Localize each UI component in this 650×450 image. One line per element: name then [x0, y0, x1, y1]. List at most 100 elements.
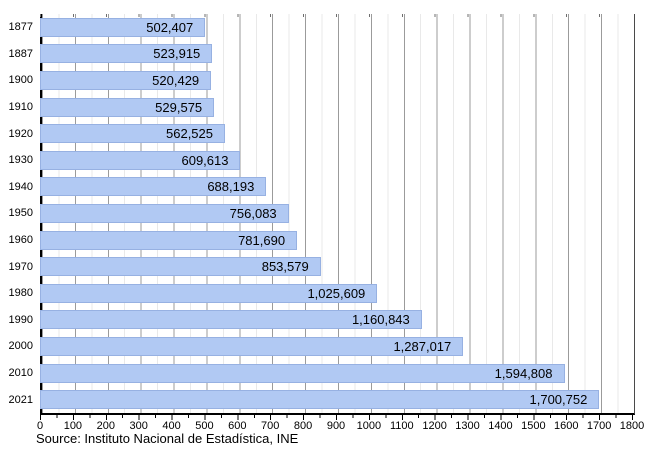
population-bar: 502,407: [40, 17, 206, 37]
bar-track: 502,407: [40, 17, 632, 37]
top-axis-ticks: [40, 14, 632, 17]
year-label: 1970: [8, 260, 33, 273]
bar-track: 529,575: [40, 97, 632, 117]
x-axis-ticks: [40, 415, 633, 420]
x-tick-label: 1700: [586, 420, 612, 432]
bar-row: 2010 1,594,808: [0, 360, 632, 387]
bar-row: 1970 853,579: [0, 253, 632, 280]
x-tick-label: 800: [293, 420, 313, 432]
x-tick-label: 1100: [389, 420, 414, 432]
value-label: 523,915: [153, 46, 201, 62]
x-tick-label: 500: [195, 420, 214, 432]
bar-row: 1900 520,429: [0, 67, 632, 94]
x-tick-label: 1400: [488, 420, 513, 432]
bar-row: 1930 609,613: [0, 147, 632, 174]
year-label: 1930: [8, 154, 33, 167]
bar-track: 523,915: [40, 44, 632, 64]
value-label: 502,407: [146, 19, 194, 35]
value-label: 688,193: [207, 179, 255, 195]
source-note: Source: Instituto Nacional de Estadístic…: [36, 431, 299, 446]
bar-track: 609,613: [40, 150, 632, 170]
population-bar: 1,594,808: [40, 363, 565, 383]
x-tick-label: 100: [63, 420, 83, 432]
bar-row: 1940 688,193: [0, 174, 632, 201]
bar-row: 1920 562,525: [0, 120, 632, 147]
bar-track: 688,193: [40, 177, 632, 197]
value-label: 1,700,752: [529, 392, 588, 408]
bar-row: 1980 1,025,609: [0, 280, 632, 307]
x-axis-tick-labels: 0 100 200 300 400 500 600 700 800 900 1000 1100 1200…: [36, 420, 644, 434]
population-bar: 523,915: [40, 44, 213, 64]
year-label: 1960: [8, 234, 33, 247]
year-label: 1877: [8, 21, 33, 34]
bar-track: 1,594,808: [40, 363, 632, 383]
bar-track: 1,160,843: [40, 310, 632, 330]
year-label: 1900: [8, 74, 33, 87]
bar-track: 781,690: [40, 230, 632, 250]
bar-rows: 1877 502,407 1887 523,915 1900 520,429 1910 529…: [0, 14, 632, 413]
year-label: 1887: [8, 47, 33, 60]
population-bar: 853,579: [40, 257, 321, 277]
x-tick-label: 1300: [455, 420, 480, 432]
population-bar: 609,613: [40, 150, 241, 170]
bar-track: 1,025,609: [40, 283, 632, 303]
bar-row: 1910 529,575: [0, 94, 632, 121]
x-tick-label: 1000: [356, 420, 382, 432]
population-bar: 1,160,843: [40, 310, 422, 330]
year-label: 2021: [8, 393, 33, 406]
x-tick-label: 200: [96, 420, 115, 432]
bar-row: 1960 781,690: [0, 227, 632, 254]
value-label: 1,025,609: [307, 285, 366, 301]
population-bar: 688,193: [40, 177, 267, 197]
x-tick-label: 1200: [422, 420, 447, 432]
bar-row: 1990 1,160,843: [0, 307, 632, 334]
value-label: 1,594,808: [494, 365, 553, 381]
year-label: 1980: [8, 287, 33, 300]
x-tick-label: 600: [228, 420, 247, 432]
year-label: 2000: [8, 340, 33, 353]
x-tick-label: 900: [326, 420, 346, 432]
value-label: 520,429: [152, 72, 200, 88]
bar-row: 1950 756,083: [0, 200, 632, 227]
population-bar: 781,690: [40, 230, 298, 250]
value-label: 1,160,843: [351, 312, 410, 328]
x-tick-label: 300: [129, 420, 148, 432]
population-bar: 756,083: [40, 203, 289, 223]
year-label: 2010: [8, 367, 33, 380]
bar-row: 1877 502,407: [0, 14, 632, 41]
year-label: 1990: [8, 313, 33, 326]
year-label: 1920: [8, 127, 33, 140]
x-tick-label: 700: [261, 420, 280, 432]
x-tick-label: 0: [36, 420, 44, 432]
value-label: 853,579: [261, 259, 309, 275]
bar-row: 2000 1,287,017: [0, 333, 632, 360]
bar-track: 562,525: [40, 124, 632, 144]
bar-track: 853,579: [40, 257, 632, 277]
x-tick-label: 1500: [521, 420, 546, 432]
population-bar: 1,025,609: [40, 283, 378, 303]
bar-track: 756,083: [40, 203, 632, 223]
year-label: 1940: [8, 180, 33, 193]
x-tick-label: 1800: [619, 420, 645, 432]
bar-track: 1,700,752: [40, 390, 632, 410]
value-label: 562,525: [166, 126, 213, 142]
bar-row: 1887 523,915: [0, 41, 632, 68]
population-bar: 562,525: [40, 124, 225, 144]
population-bar: 1,287,017: [40, 336, 464, 356]
year-label: 1950: [8, 207, 33, 220]
value-label: 609,613: [181, 152, 229, 168]
bar-track: 1,287,017: [40, 336, 632, 356]
value-label: 781,690: [238, 232, 286, 248]
population-bar: 520,429: [40, 70, 212, 90]
population-bar: 1,700,752: [40, 390, 600, 410]
year-label: 1910: [8, 101, 33, 114]
value-label: 529,575: [155, 99, 203, 115]
population-bar: 529,575: [40, 97, 215, 117]
x-tick-label: 400: [162, 420, 181, 432]
x-tick-label: 1600: [553, 420, 579, 432]
value-label: 756,083: [229, 205, 277, 221]
bar-row: 2021 1,700,752: [0, 386, 632, 413]
bar-track: 520,429: [40, 70, 632, 90]
value-label: 1,287,017: [393, 338, 452, 354]
